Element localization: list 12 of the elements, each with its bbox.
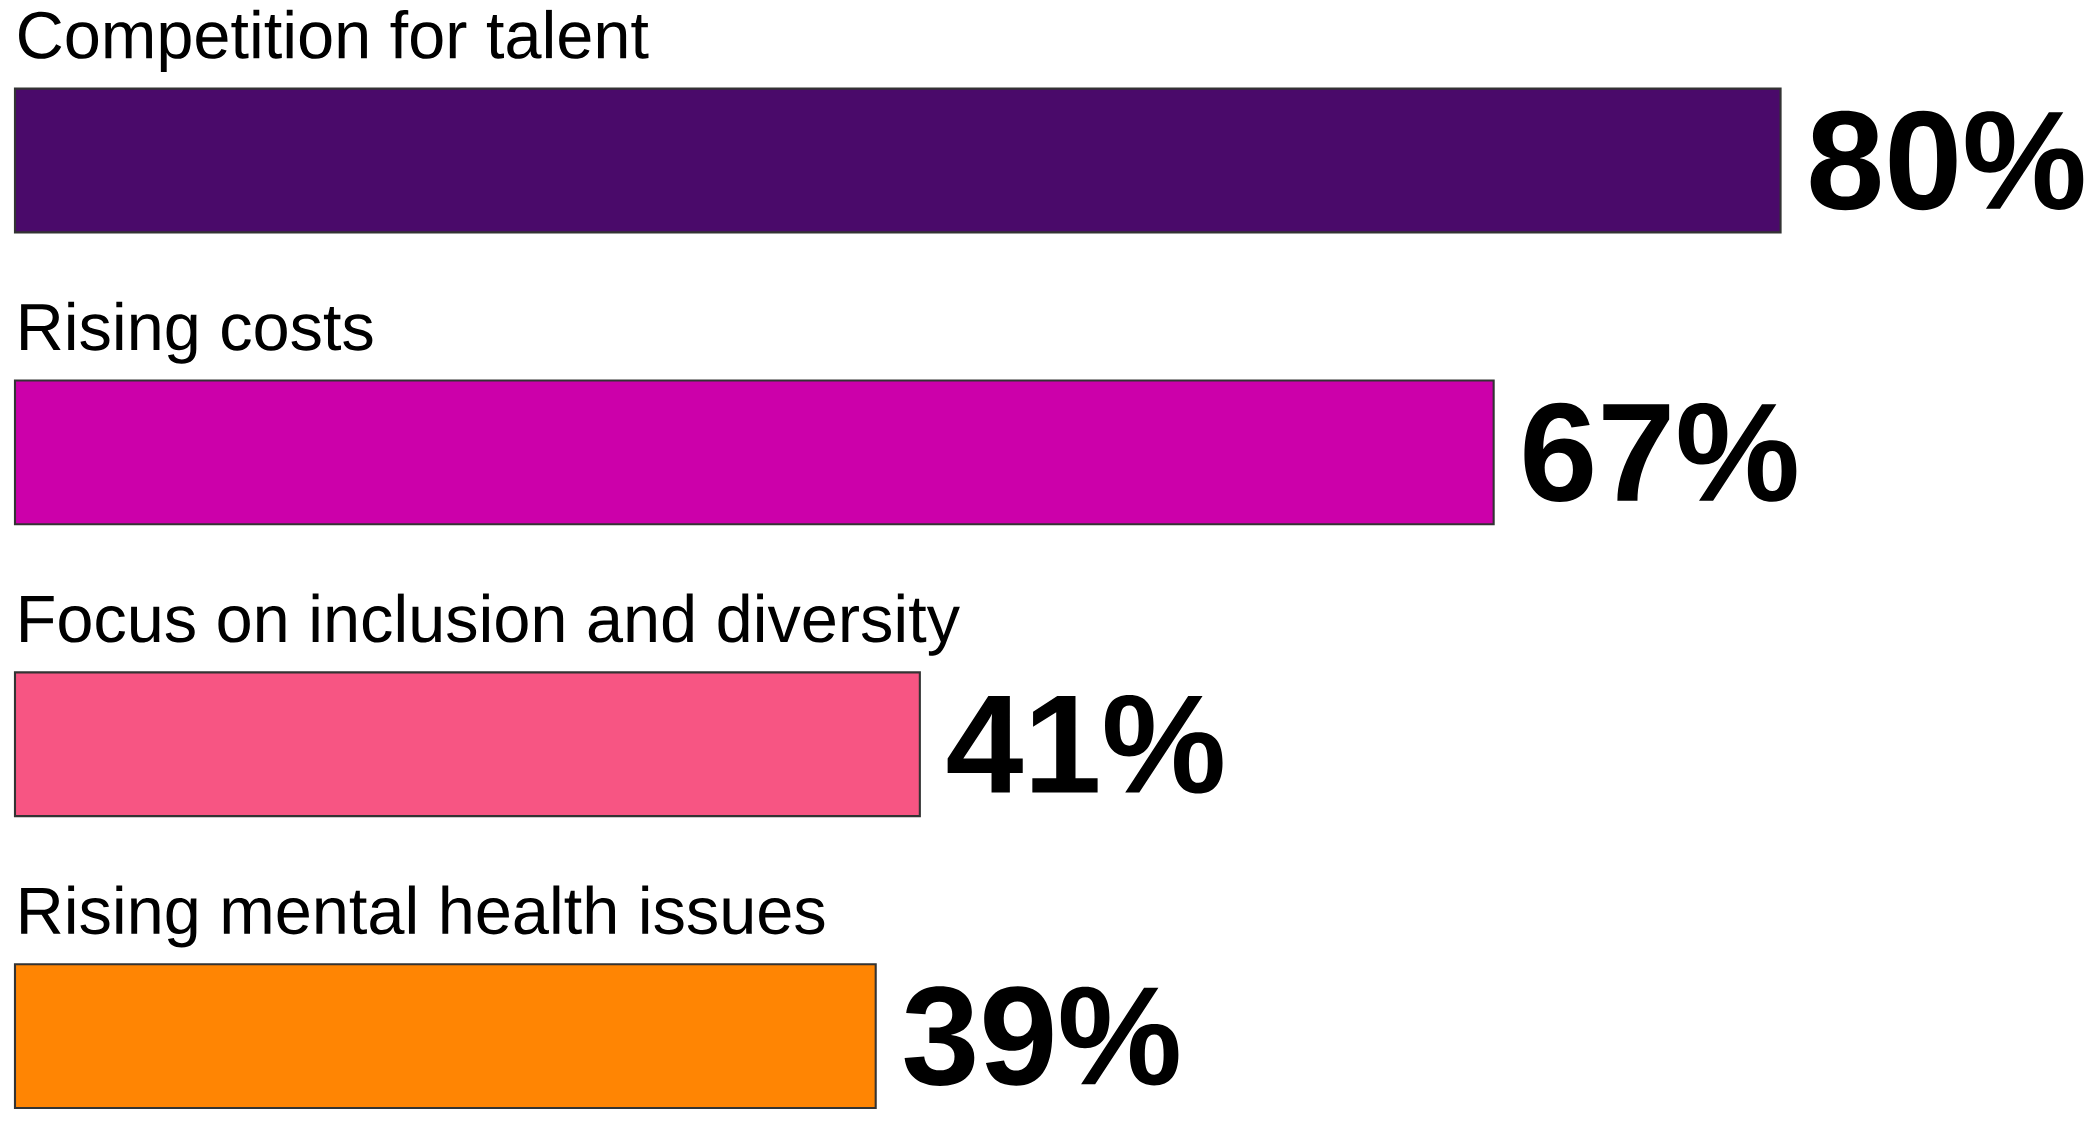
bar	[13, 671, 921, 818]
data-label: 67%	[1524, 402, 1797, 503]
y-tick-label: Rising mental health issues	[21, 885, 825, 948]
bar	[13, 379, 1495, 526]
y-tick-label: Rising costs	[21, 301, 373, 364]
data-label: 41%	[947, 695, 1223, 794]
y-tick-label: Focus on inclusion and diversity	[21, 593, 960, 656]
bar	[13, 87, 1782, 234]
bar	[13, 963, 877, 1110]
data-label: 39%	[904, 986, 1179, 1087]
data-label: 80%	[1810, 111, 2084, 211]
y-tick-label: Competition for talent	[19, 10, 649, 73]
